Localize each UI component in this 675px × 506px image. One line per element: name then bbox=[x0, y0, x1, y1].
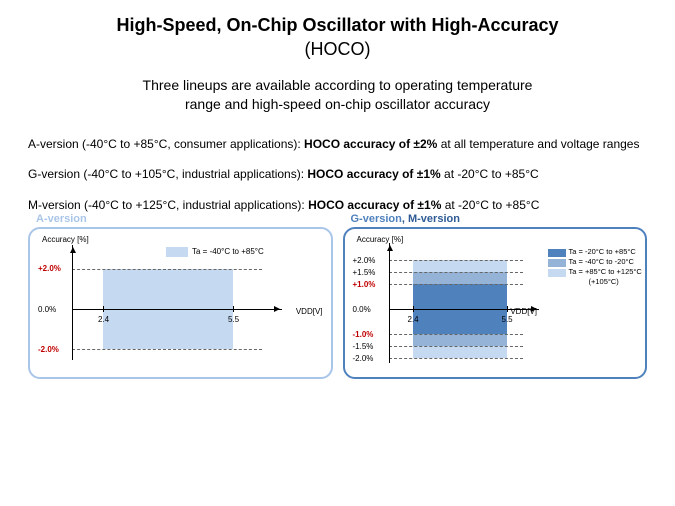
a-version-spec: A-version (-40°C to +85°C, consumer appl… bbox=[28, 136, 647, 152]
gm-legend-2: Ta = -40°C to -20°C bbox=[569, 257, 634, 266]
gm-chart: Accuracy [%] VDD[V] +2.0% +1.5% +1.0% 0.… bbox=[353, 235, 638, 373]
chart-panels: A-version Accuracy [%] VDD[V] +2.0% 0.0%… bbox=[28, 227, 647, 379]
gm-xtick-55: 5.5 bbox=[502, 315, 513, 324]
g-label: G-version bbox=[351, 213, 402, 225]
a-ytick-m2: -2.0% bbox=[38, 345, 59, 354]
m-bold: HOCO accuracy of ±1% bbox=[308, 198, 441, 212]
a-ytick-p2: +2.0% bbox=[38, 264, 61, 273]
intro-text: Three lineups are available according to… bbox=[28, 76, 647, 114]
a-dash-upper bbox=[72, 269, 262, 270]
a-xtick-24: 2.4 bbox=[98, 315, 109, 324]
gm-y-axis-label: Accuracy [%] bbox=[357, 235, 404, 244]
page-subtitle: (HOCO) bbox=[28, 39, 647, 60]
gm-xtick-mark-2 bbox=[507, 306, 508, 312]
gm-ytick-0: 0.0% bbox=[353, 305, 371, 314]
gm-ytick-m2: -2.0% bbox=[353, 354, 374, 363]
gm-panel-title: G-version, M-version bbox=[351, 213, 460, 225]
gm-dash-p2 bbox=[389, 260, 523, 261]
version-list: A-version (-40°C to +85°C, consumer appl… bbox=[28, 136, 647, 213]
a-chart: Accuracy [%] VDD[V] +2.0% 0.0% -2.0% 2.4… bbox=[38, 235, 323, 373]
gm-ytick-p1: +1.0% bbox=[353, 280, 376, 289]
a-version-panel: A-version Accuracy [%] VDD[V] +2.0% 0.0%… bbox=[28, 227, 333, 379]
a-legend-swatch bbox=[166, 247, 188, 257]
intro-line-1: Three lineups are available according to… bbox=[143, 77, 533, 93]
a-xtick-mark-2 bbox=[233, 306, 234, 312]
a-panel-title: A-version bbox=[36, 213, 87, 225]
gm-xtick-mark-1 bbox=[413, 306, 414, 312]
gm-xtick-24: 2.4 bbox=[408, 315, 419, 324]
gm-ytick-p2: +2.0% bbox=[353, 256, 376, 265]
g-version-spec: G-version (-40°C to +105°C, industrial a… bbox=[28, 166, 647, 182]
gm-dash-m1 bbox=[389, 334, 523, 335]
gm-dash-m2 bbox=[389, 358, 523, 359]
gm-ytick-p15: +1.5% bbox=[353, 268, 376, 277]
m-label: M-version bbox=[408, 213, 460, 225]
a-pre: A-version (-40°C to +85°C, consumer appl… bbox=[28, 137, 304, 151]
gm-x-axis bbox=[389, 309, 539, 310]
a-xtick-mark-1 bbox=[103, 306, 104, 312]
page-title: High-Speed, On-Chip Oscillator with High… bbox=[28, 14, 647, 37]
a-xtick-55: 5.5 bbox=[228, 315, 239, 324]
gm-legend-swatch-2 bbox=[548, 259, 566, 267]
gm-legend-swatch-3 bbox=[548, 269, 566, 277]
m-post: at -20°C to +85°C bbox=[441, 198, 539, 212]
gm-y-axis bbox=[389, 243, 390, 363]
gm-dash-m15 bbox=[389, 346, 523, 347]
g-pre: G-version (-40°C to +105°C, industrial a… bbox=[28, 167, 307, 181]
a-y-axis bbox=[72, 245, 73, 360]
gm-ytick-m1: -1.0% bbox=[353, 330, 374, 339]
a-bold: HOCO accuracy of ±2% bbox=[304, 137, 437, 151]
a-x-axis-label: VDD[V] bbox=[296, 307, 323, 316]
gm-legend-3: Ta = +85°C to +125°C bbox=[569, 267, 642, 276]
gm-ytick-m15: -1.5% bbox=[353, 342, 374, 351]
gm-dash-p1 bbox=[389, 284, 523, 285]
m-pre: M-version (-40°C to +125°C, industrial a… bbox=[28, 198, 308, 212]
gm-legend-3b: (+105°C) bbox=[589, 277, 619, 286]
a-legend-text: Ta = -40°C to +85°C bbox=[192, 247, 264, 256]
intro-line-2: range and high-speed on-chip oscillator … bbox=[185, 96, 490, 112]
gm-legend-1: Ta = -20°C to +85°C bbox=[569, 247, 636, 256]
g-bold: HOCO accuracy of ±1% bbox=[307, 167, 440, 181]
gm-version-panel: G-version, M-version Accuracy [%] VDD[V]… bbox=[343, 227, 648, 379]
a-ytick-0: 0.0% bbox=[38, 305, 56, 314]
a-y-axis-label: Accuracy [%] bbox=[42, 235, 89, 244]
a-post: at all temperature and voltage ranges bbox=[437, 137, 639, 151]
gm-dash-p15 bbox=[389, 272, 523, 273]
g-post: at -20°C to +85°C bbox=[441, 167, 539, 181]
a-dash-lower bbox=[72, 349, 262, 350]
gm-legend-swatch-1 bbox=[548, 249, 566, 257]
m-version-spec: M-version (-40°C to +125°C, industrial a… bbox=[28, 197, 647, 213]
